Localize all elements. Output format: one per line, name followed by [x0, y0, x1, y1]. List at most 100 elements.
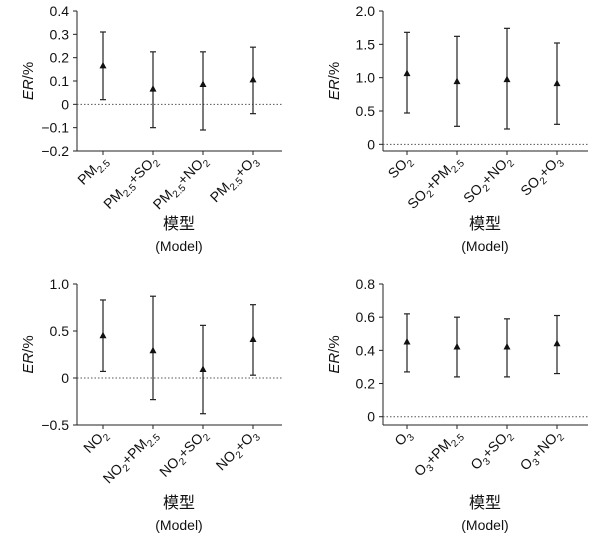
x-tick-label-text: +NO: [478, 156, 510, 188]
y-tick-label: 0.5: [356, 103, 376, 119]
x-axis-title: 模型: [163, 494, 195, 512]
x-tick-label-text: SO: [404, 186, 430, 212]
y-tick-label: 0.4: [356, 342, 376, 358]
x-tick-label-text: +O: [535, 156, 560, 181]
y-axis-title-var: ER: [20, 353, 37, 374]
estimate-marker: [99, 61, 107, 69]
y-tick-label: 0: [61, 96, 69, 112]
y-axis-title-var: ER: [326, 79, 343, 100]
y-axis-title-unit: /%: [326, 335, 343, 353]
x-tick-label-text: +PM: [118, 436, 150, 468]
x-tick-label-text: NO: [80, 430, 106, 456]
x-tick-label-text: +SO: [125, 156, 156, 187]
x-tick-label: SO2+O3: [517, 151, 567, 201]
x-axis-title-english: (Model): [155, 517, 202, 533]
y-tick-label: −0.5: [41, 417, 69, 433]
y-axis-title-unit: /%: [326, 62, 343, 80]
estimate-marker: [503, 75, 511, 83]
estimate-marker: [199, 365, 207, 373]
y-tick-label: 0: [367, 136, 375, 152]
x-tick-label: O3+NO2: [517, 425, 568, 476]
estimate-marker: [249, 335, 257, 342]
x-tick-label-text: +O: [231, 156, 256, 181]
y-axis-title: ER/%: [326, 335, 343, 373]
estimate-marker: [453, 343, 461, 350]
y-tick-label: 0.8: [356, 276, 376, 292]
x-tick-label-text: PM: [150, 186, 176, 212]
x-tick-label: O3: [391, 425, 417, 451]
x-axis-title-english: (Model): [155, 238, 202, 254]
y-tick-label: 1.5: [356, 36, 376, 52]
x-tick-label-text: +SO: [175, 430, 206, 461]
panel-1: −0.2−0.100.10.20.30.4ER/%PM2.5PM2.5+SO2P…: [20, 3, 282, 254]
x-tick-label: PM2.5: [74, 152, 113, 191]
x-tick-label-text: SO: [460, 180, 486, 206]
x-tick-label-text: +NO: [174, 156, 206, 188]
x-tick-label-text: PM: [100, 186, 126, 212]
x-tick-label: NO2+SO2: [156, 425, 213, 482]
panel-3: −0.5 0 0.5 1.0 ER/% NO2NO2+PM2.5NO2+SO2NO2+O3…: [20, 276, 282, 533]
x-axis-title: 模型: [163, 215, 195, 233]
panel-2: 0 0.5 1.0 1.5 2.0 ER/% SO2SO2+PM2.5SO2+NO2SO2+…: [326, 3, 588, 254]
y-axis-title: ER/%: [20, 335, 37, 373]
estimate-marker: [553, 339, 561, 347]
y-axis-title-unit: /%: [20, 62, 37, 80]
y-tick-label: −0.1: [41, 120, 69, 136]
x-tick-label-text: +O: [231, 430, 256, 455]
x-axis-title: 模型: [469, 215, 501, 233]
y-tick-label: 1.0: [50, 276, 70, 292]
y-axis-title: ER/%: [20, 62, 37, 100]
x-tick-label-text: PM: [74, 162, 100, 188]
y-tick-label: 0.4: [50, 3, 70, 19]
x-tick-label: O3+SO2: [467, 425, 517, 475]
estimate-marker: [503, 343, 511, 350]
y-tick-label: −0.2: [41, 143, 69, 159]
y-tick-label: 1.0: [356, 70, 376, 86]
x-tick-label: SO2+NO2: [460, 151, 517, 208]
x-tick-label-text: +NO: [528, 430, 560, 462]
x-tick-label-text: NO: [100, 460, 126, 486]
estimate-marker: [553, 79, 561, 87]
estimate-marker: [453, 77, 461, 85]
estimate-marker: [403, 69, 411, 77]
x-tick-label-text: +PM: [422, 436, 454, 468]
estimate-marker: [149, 346, 157, 354]
x-tick-label-text: NO: [156, 454, 182, 480]
y-tick-label: 0: [367, 409, 375, 425]
x-axis-title-english: (Model): [461, 517, 508, 533]
x-tick-label-text: SO: [517, 173, 543, 199]
y-tick-label: 0.3: [50, 26, 70, 42]
y-axis-title-unit: /%: [20, 335, 37, 353]
estimate-marker: [249, 75, 257, 83]
y-axis-title-var: ER: [20, 79, 37, 100]
x-tick-label: PM2.5+NO2: [150, 151, 214, 215]
x-tick-label: NO2+PM2.5: [100, 426, 164, 490]
x-tick-label-text: SO: [385, 156, 411, 182]
y-tick-label: 2.0: [356, 3, 376, 19]
x-axis-title-english: (Model): [461, 238, 508, 254]
y-tick-label: 0.2: [356, 376, 376, 392]
x-tick-label: NO2+O3: [213, 425, 264, 476]
x-tick-label-text: +SO: [479, 430, 510, 461]
x-axis-title: 模型: [469, 494, 501, 512]
x-tick-label-text: NO: [213, 447, 239, 473]
x-tick-label-text: +PM: [422, 162, 454, 194]
x-tick-label: NO2: [80, 425, 113, 458]
x-tick-label: PM2.5+O3: [207, 151, 264, 208]
estimate-marker: [99, 331, 107, 339]
y-tick-label: 0: [61, 370, 69, 386]
y-axis-title: ER/%: [326, 62, 343, 100]
x-tick-label: SO2+PM2.5: [404, 152, 467, 215]
y-tick-label: 0.6: [356, 309, 376, 325]
y-axis-title-var: ER: [326, 353, 343, 374]
y-tick-label: 0.2: [50, 50, 70, 66]
y-tick-label: 0.5: [50, 323, 70, 339]
estimate-marker: [149, 85, 157, 92]
estimate-marker: [403, 338, 411, 345]
x-tick-label-text: PM: [207, 179, 233, 205]
estimate-marker: [199, 80, 207, 87]
y-tick-label: 0.1: [50, 73, 70, 89]
x-tick-label: O3+PM2.5: [411, 426, 468, 483]
